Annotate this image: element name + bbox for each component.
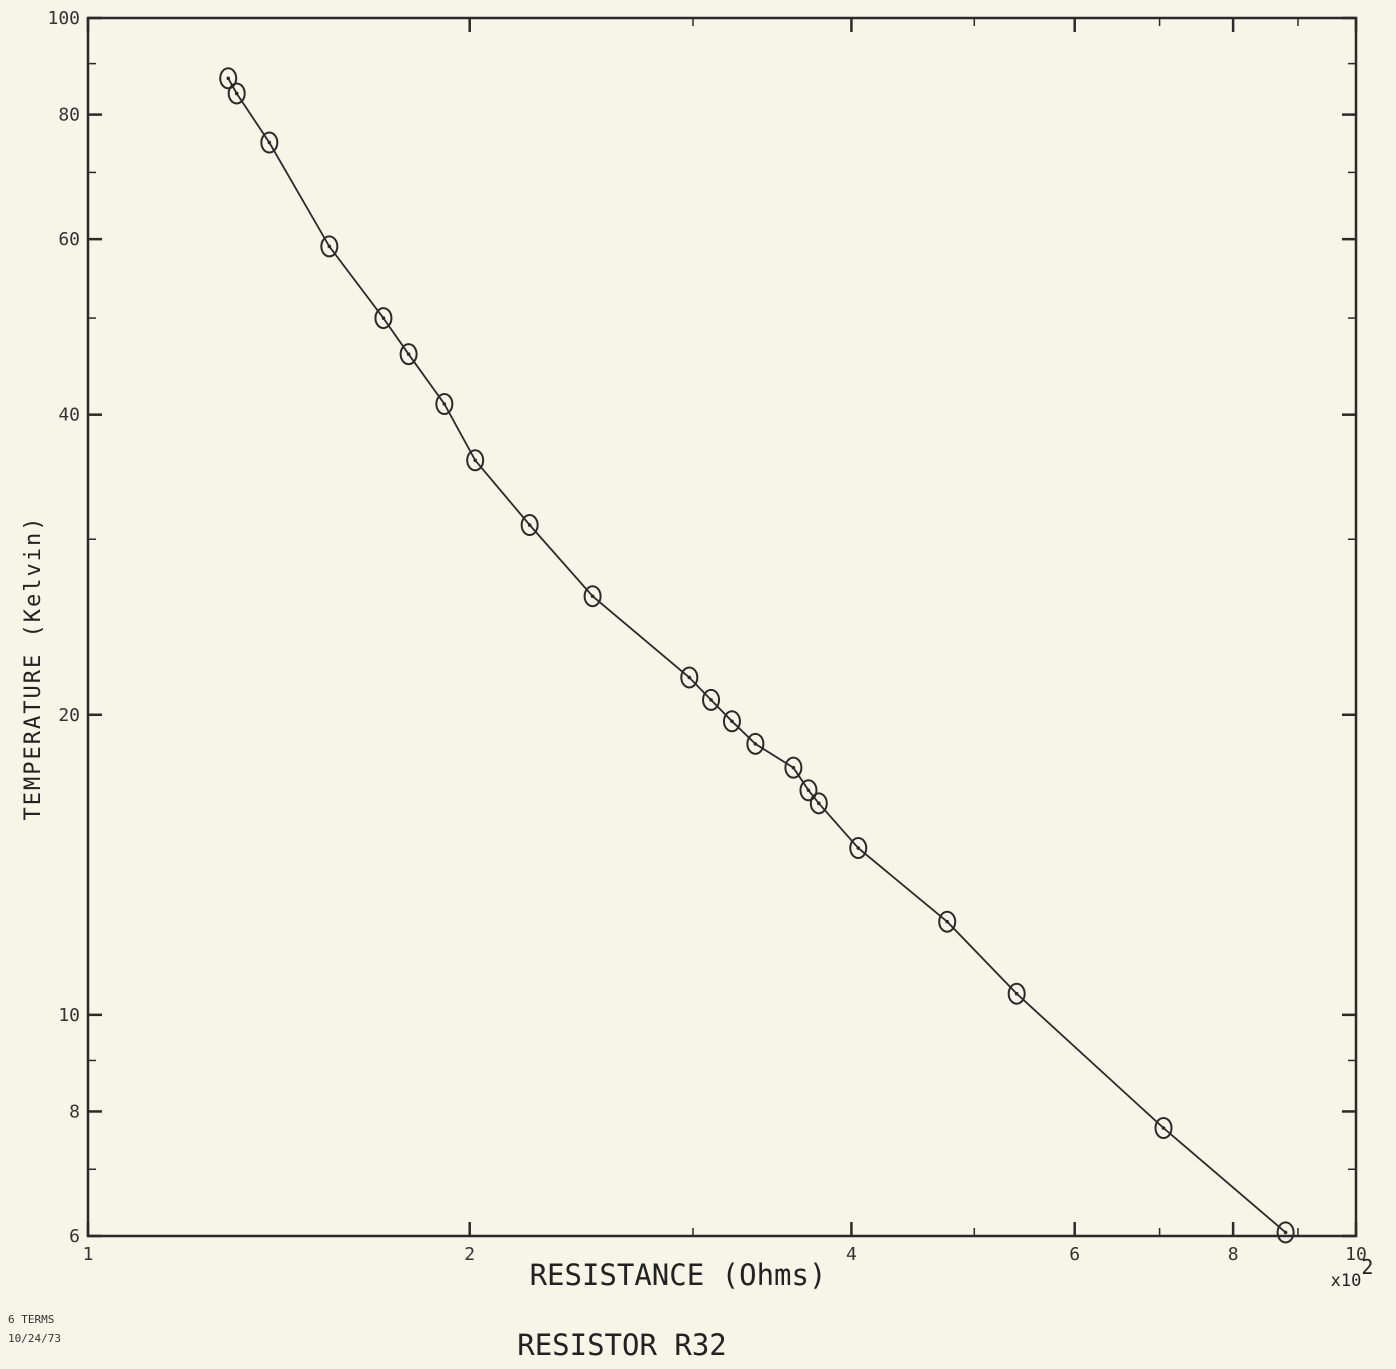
x-tick-label: 4 — [846, 1244, 857, 1265]
data-point — [799, 779, 818, 802]
data-point — [746, 732, 765, 755]
points-layer — [219, 67, 1295, 1244]
data-point — [260, 131, 279, 154]
data-point — [784, 756, 803, 779]
data-point — [374, 307, 393, 330]
x-multiplier: x102 — [1331, 1255, 1374, 1291]
data-point — [227, 82, 246, 105]
y-tick-label: 80 — [58, 105, 80, 126]
x-tick-label: 6 — [1069, 1244, 1080, 1265]
plot-frame — [86, 16, 1358, 1238]
footnote-date: 10/24/73 — [8, 1332, 61, 1345]
data-point — [849, 837, 868, 860]
data-point — [1007, 982, 1026, 1005]
x-axis-title: RESISTANCE (Ohms) — [530, 1258, 827, 1292]
y-axis-title: TEMPERATURE (Kelvin) — [21, 516, 46, 821]
data-point — [583, 585, 602, 608]
y-tick-label: 40 — [58, 405, 80, 426]
y-tick-label: 10 — [58, 1005, 80, 1026]
y-tick-label: 100 — [47, 8, 80, 29]
data-point — [938, 910, 957, 933]
x-tick-label: 10 — [1345, 1244, 1367, 1265]
chart-title: RESISTOR R32 — [517, 1328, 727, 1362]
data-point — [722, 710, 741, 733]
y-tick-label: 8 — [69, 1101, 80, 1122]
x-tick-label: 8 — [1228, 1244, 1239, 1265]
data-point — [435, 392, 454, 415]
data-point — [520, 514, 539, 537]
labels-layer: 1 2 4 6 8 10 6 8 10 20 40 60 80 100 — [47, 8, 1366, 1265]
fit-line — [227, 77, 1287, 1234]
data-point — [1276, 1221, 1295, 1244]
x-tick-label: 1 — [83, 1244, 94, 1265]
data-point — [219, 67, 238, 90]
y-tick-label: 6 — [69, 1226, 80, 1247]
data-point — [1154, 1117, 1173, 1140]
data-point — [466, 449, 485, 472]
x-tick-label: 2 — [464, 1244, 475, 1265]
ticks-layer — [86, 16, 1358, 1238]
y-tick-label: 20 — [58, 705, 80, 726]
data-point — [399, 343, 418, 366]
data-point — [809, 792, 828, 815]
data-point — [320, 235, 339, 258]
data-point — [680, 666, 699, 689]
footnote-terms: 6 TERMS — [8, 1313, 54, 1326]
y-tick-label: 60 — [58, 229, 80, 250]
data-point — [702, 688, 721, 711]
